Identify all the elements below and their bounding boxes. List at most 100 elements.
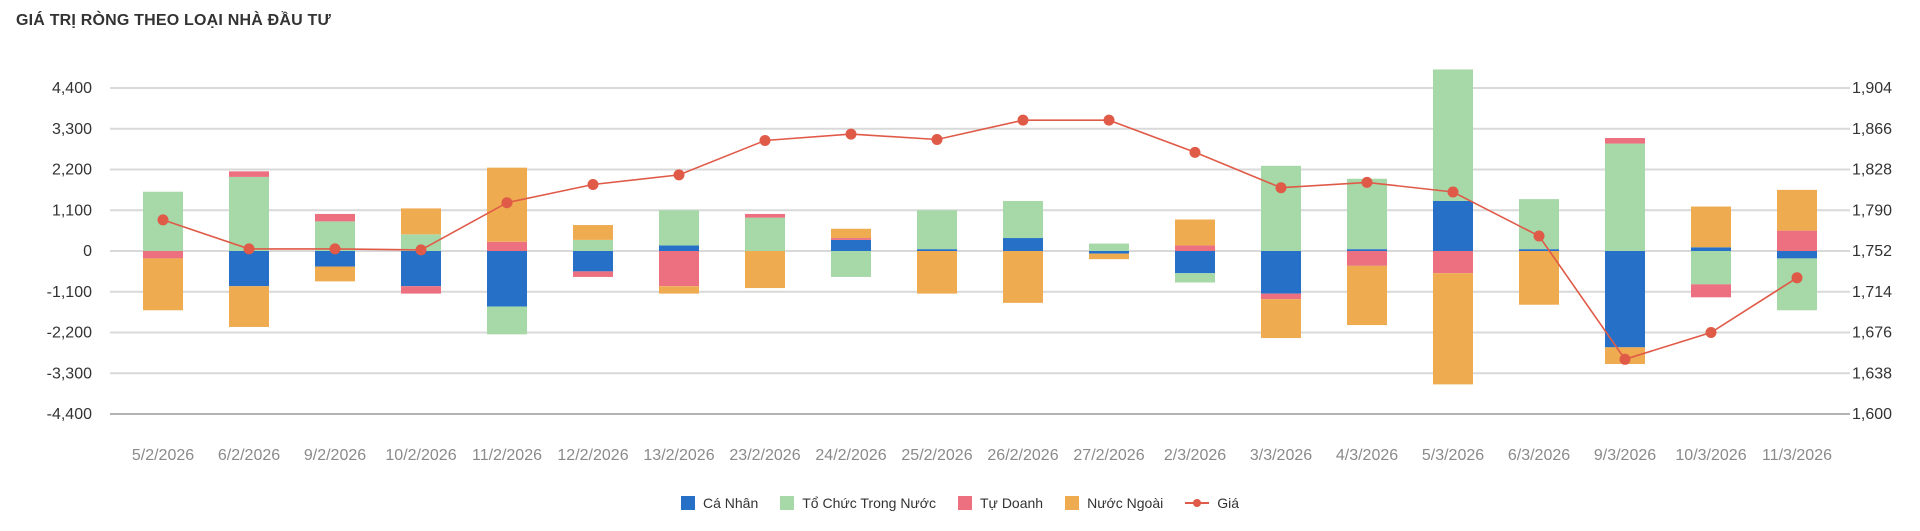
x-tick-label: 9/2/2026	[304, 447, 366, 464]
legend-item-ca-nhan[interactable]: Cá Nhân	[680, 495, 759, 511]
price-point	[415, 244, 427, 256]
bar-segment	[1777, 189, 1817, 231]
bar-segment	[917, 249, 957, 251]
price-point	[1361, 176, 1373, 188]
price-point	[329, 243, 341, 255]
bar-segment	[745, 251, 785, 289]
bar-segment	[831, 238, 871, 240]
bar-segment	[917, 251, 957, 294]
y-tick-label-right: 1,904	[1852, 80, 1892, 97]
y-tick-label: 2,200	[52, 162, 92, 179]
legend-swatch	[780, 496, 795, 510]
chart: 4,400 3,300 2,200 1,100 0 -1,100 -2,200 -3,300 -…	[47, 69, 1892, 464]
price-point	[1533, 230, 1545, 242]
bar-segment	[1261, 251, 1301, 294]
bar-segment	[315, 266, 355, 282]
y-tick-label-right: 1,790	[1852, 202, 1892, 219]
x-tick-label: 6/2/2026	[218, 447, 280, 464]
legend-label: Cá Nhân	[702, 495, 759, 511]
price-line-path	[162, 119, 1798, 361]
bar-segment	[1519, 249, 1559, 251]
bar-segment	[1003, 238, 1043, 251]
bar-segment	[1261, 165, 1301, 251]
y-tick-label: -2,200	[47, 325, 92, 342]
legend-swatch	[1185, 496, 1210, 510]
price-point	[1705, 327, 1717, 338]
bar-segment	[573, 239, 613, 251]
x-tick-label: 12/2/2026	[557, 447, 628, 464]
bar-segment	[1777, 230, 1817, 251]
x-tick-label: 4/3/2026	[1336, 447, 1398, 464]
bar-segment	[659, 210, 699, 246]
y-tick-label: 0	[83, 243, 92, 260]
price-point	[1619, 353, 1631, 365]
x-tick-label: 26/2/2026	[987, 447, 1058, 464]
price-point	[501, 197, 513, 209]
x-tick-label: 3/3/2026	[1250, 447, 1312, 464]
bar-segment	[1691, 206, 1731, 248]
bar-segment	[659, 251, 699, 287]
bar-segment	[1089, 253, 1129, 260]
x-tick-label: 10/3/2026	[1675, 447, 1746, 464]
bar-segment	[1605, 138, 1645, 144]
bar-segment	[573, 271, 613, 277]
bar-segment	[831, 251, 871, 277]
legend-label: Tự Doanh	[980, 495, 1044, 511]
price-point	[1017, 114, 1029, 126]
y-tick-label-right: 1,676	[1852, 325, 1892, 342]
y-tick-label-right: 1,866	[1852, 121, 1892, 138]
bar-segment	[831, 239, 871, 251]
bar-segment	[1261, 299, 1301, 339]
price-point	[931, 133, 943, 145]
bar-segment	[315, 213, 355, 222]
x-tick-label: 10/2/2026	[385, 447, 456, 464]
y-axis-right: 1,904 1,866 1,828 1,790 1,752 1,714 1,676 1,638…	[1852, 80, 1892, 423]
legend-item-nuoc-ngoai[interactable]: Nước Ngoài	[1065, 495, 1163, 511]
chart-title: GIÁ TRỊ RÒNG THEO LOẠI NHÀ ĐẦU TƯ	[16, 12, 331, 29]
y-tick-label-right: 1,638	[1852, 365, 1892, 382]
y-tick-label: -4,400	[47, 406, 92, 423]
legend-label: Giá	[1217, 495, 1240, 511]
legend-item-tu-doanh[interactable]: Tự Doanh	[958, 495, 1043, 511]
bar-segment	[487, 241, 527, 251]
price-point	[1791, 272, 1803, 284]
x-tick-label: 24/2/2026	[815, 447, 886, 464]
x-tick-label: 9/3/2026	[1594, 447, 1656, 464]
bar-segment	[659, 245, 699, 251]
bar-segment	[1347, 178, 1387, 250]
gridlines	[110, 87, 1850, 415]
bar-segment	[487, 306, 527, 335]
y-axis-left: 4,400 3,300 2,200 1,100 0 -1,100 -2,200 -3,300 -…	[47, 80, 92, 423]
x-tick-label: 6/3/2026	[1508, 447, 1570, 464]
bar-segment	[229, 251, 269, 287]
bar-segment	[1777, 258, 1817, 311]
bar-segment	[1261, 293, 1301, 300]
bars	[143, 69, 1817, 385]
x-tick-label: 27/2/2026	[1073, 447, 1144, 464]
y-tick-label-right: 1,600	[1852, 406, 1892, 423]
price-point	[845, 128, 857, 140]
bar-segment	[1003, 200, 1043, 239]
bar-segment	[1347, 265, 1387, 326]
legend-item-gia[interactable]: Giá	[1185, 495, 1239, 511]
bar-segment	[1519, 251, 1559, 305]
legend-swatch	[680, 496, 695, 510]
y-tick-label-right: 1,752	[1852, 243, 1892, 260]
bar-segment	[745, 217, 785, 251]
bar-segment	[1605, 143, 1645, 251]
legend-label: Tổ Chức Trong Nước	[802, 495, 936, 511]
price-point	[673, 169, 685, 181]
legend-label: Nước Ngoài	[1087, 495, 1164, 511]
price-point	[1275, 182, 1287, 194]
x-tick-label: 11/2/2026	[472, 447, 542, 464]
bar-segment	[1691, 251, 1731, 285]
bar-segment	[573, 225, 613, 240]
price-point	[587, 179, 599, 191]
bar-segment	[1175, 251, 1215, 274]
bar-segment	[487, 251, 527, 307]
legend-item-to-chuc[interactable]: Tổ Chức Trong Nước	[780, 495, 936, 511]
bar-segment	[831, 228, 871, 239]
bar-segment	[659, 286, 699, 294]
bar-segment	[1175, 245, 1215, 251]
bar-segment	[315, 251, 355, 267]
